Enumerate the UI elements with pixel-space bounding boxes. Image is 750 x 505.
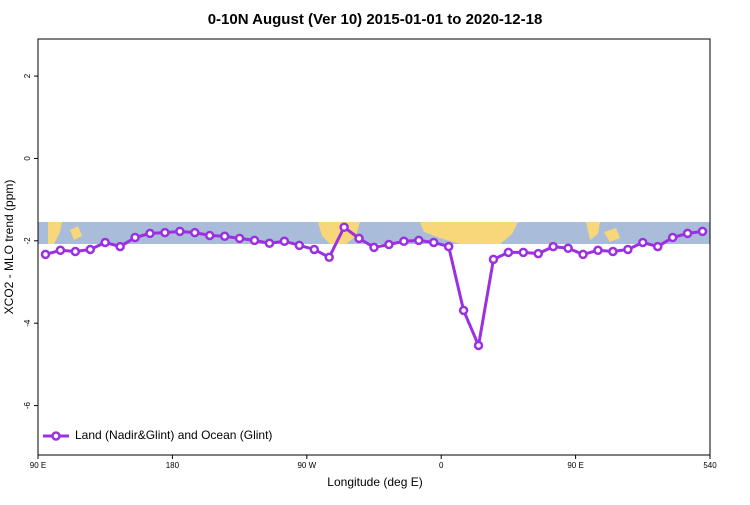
data-point [697,226,708,237]
data-point [369,242,379,253]
data-point [204,230,215,241]
chart-title: 0-10N August (Ver 10) 2015-01-01 to 2020… [208,11,543,28]
data-point [458,305,469,316]
y-tick-label: 2 [23,73,32,78]
data-point [175,226,185,237]
x-tick-label: 0 [439,461,444,470]
data-point [234,233,245,244]
data-point [115,241,125,252]
data-point [667,232,678,243]
data-point [548,241,558,252]
data-point [682,228,693,239]
data-point [428,237,439,248]
y-tick-label: -2 [23,237,32,245]
x-axis-label: Longitude (deg E) [327,475,422,489]
data-point [652,241,663,252]
data-point [399,236,409,246]
data-point [608,246,618,257]
data-point [384,239,394,250]
y-tick-label: -4 [23,319,32,327]
data-point [55,245,66,256]
data-point [339,222,349,232]
data-point [219,231,230,242]
data-point [638,237,648,248]
x-tick-label: 90 W [297,461,316,470]
map-band [38,222,710,244]
data-point [443,241,454,252]
data-point [145,228,155,239]
x-tick-label: 540 [703,461,717,470]
data-point [85,244,96,255]
y-tick-label: 0 [23,156,32,161]
data-point [503,247,514,258]
data-point [354,233,364,244]
data-point [264,238,275,249]
x-tick-label: 180 [166,461,180,470]
x-tick-label: 90 E [567,461,583,470]
data-point [533,248,544,259]
data-point [40,249,51,260]
plot-frame [37,38,711,456]
data-point [473,340,484,351]
data-point [160,227,170,238]
data-point [294,240,305,251]
data-point [324,252,334,263]
data-point [623,244,633,255]
data-point [249,235,260,246]
data-point [578,249,588,260]
data-point [70,246,81,257]
data-point [309,244,320,255]
data-point [279,236,290,246]
y-tick-label: -6 [23,401,32,409]
data-point [414,235,424,246]
data-point [130,232,140,243]
data-point [100,237,110,248]
data-point [593,245,603,256]
data-point [563,243,573,253]
data-point [518,247,529,258]
data-point [190,227,200,238]
data-point [488,254,499,265]
x-tick-label: 90 E [30,461,46,470]
y-axis-label: XCO2 - MLO trend (ppm) [2,180,16,315]
legend-marker [51,431,61,441]
legend-label: Land (Nadir&Glint) and Ocean (Glint) [75,428,272,442]
